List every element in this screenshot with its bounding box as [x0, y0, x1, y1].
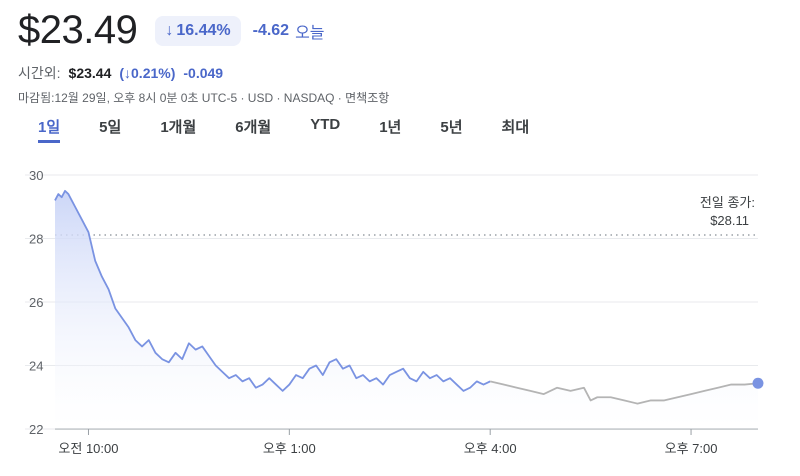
tab-6m[interactable]: 6개월 [235, 119, 272, 136]
change-percent: 16.44% [176, 21, 231, 39]
y-tick-label: 22 [29, 422, 43, 437]
chart-area-fill [55, 190, 758, 429]
after-hours-row: 시간외: $23.44 (↓0.21%) -0.049 [18, 63, 223, 83]
tab-max[interactable]: 최대 [501, 119, 530, 136]
tab-5d[interactable]: 5일 [99, 119, 122, 136]
chart-labels: 22 24 26 28 30 오전 10:00 오후 1:00 오후 4:00 오후 7:00 전… [29, 168, 755, 456]
after-hours-label: 시간외: [18, 65, 61, 81]
after-hours-change: -0.049 [183, 65, 224, 81]
after-hours-percent: (↓0.21%) [119, 65, 176, 81]
change-period-label: 오늘 [295, 24, 325, 42]
last-price-dot [752, 377, 764, 389]
tab-1y[interactable]: 1년 [379, 119, 402, 136]
tab-1m[interactable]: 1개월 [160, 119, 197, 136]
chart-lines [54, 189, 764, 405]
tab-ytd[interactable]: YTD [310, 116, 341, 133]
x-tick-label: 오전 10:00 [58, 441, 118, 456]
market-note: 마감됨:12월 29일, 오후 8시 0분 0초 UTC-5 · USD · N… [18, 91, 390, 105]
current-price: $23.49 [18, 8, 138, 52]
change-percent-badge: ↓ 16.44% [155, 15, 241, 46]
y-tick-label: 24 [29, 359, 43, 374]
y-tick-label: 26 [29, 295, 43, 310]
y-tick-label: 30 [29, 168, 43, 183]
price-chart: 22 24 26 28 30 오전 10:00 오후 1:00 오후 4:00 오후 7:00 전… [25, 168, 764, 456]
x-tick-label: 오후 4:00 [464, 441, 517, 456]
price-header: $23.49 ↓ 16.44% -4.62 오늘 [18, 8, 325, 53]
price-area [55, 190, 758, 429]
tab-1d[interactable]: 1일 [38, 116, 61, 143]
regular-session-line [54, 189, 491, 392]
range-tabs: 1일 5일 1개월 6개월 YTD 1년 5년 최대 [38, 116, 568, 143]
after-hours-price: $23.44 [68, 65, 112, 81]
x-tick-label: 오후 1:00 [263, 441, 316, 456]
tab-5y[interactable]: 5년 [440, 119, 463, 136]
after-hours-line [489, 380, 759, 405]
change-absolute: -4.62 [252, 21, 290, 39]
x-tick-label: 오후 7:00 [665, 441, 718, 456]
previous-close-value: $28.11 [710, 213, 749, 228]
previous-close-label: 전일 종가: [700, 195, 755, 210]
y-tick-label: 28 [29, 232, 43, 247]
down-arrow-icon: ↓ [165, 21, 174, 39]
